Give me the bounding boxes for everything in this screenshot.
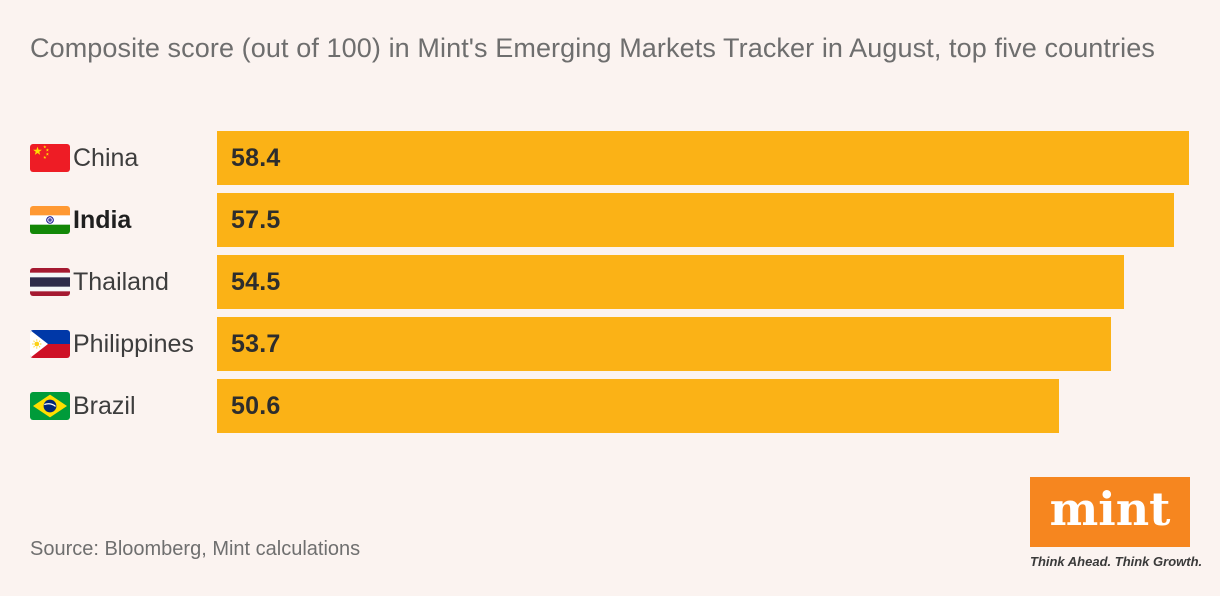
country-name: India: [73, 205, 132, 234]
score-bar-thailand: 54.5: [217, 255, 1125, 309]
row-label-brazil: Brazil: [30, 379, 217, 433]
bar-track-thailand: 54.5: [217, 255, 1189, 309]
bar-chart: China 58.4 India 57.5 Thailand 54.5 Philippine…: [30, 131, 1189, 441]
row-label-philippines: Philippines: [30, 317, 217, 371]
chart-row-brazil: Brazil 50.6: [30, 379, 1189, 433]
chart-row-thailand: Thailand 54.5: [30, 255, 1189, 309]
chart-title: Composite score (out of 100) in Mint's E…: [30, 33, 1155, 63]
bar-track-india: 57.5: [217, 193, 1189, 247]
china-flag-icon: [30, 144, 70, 172]
mint-logo-text: mint: [1049, 482, 1171, 536]
score-bar-brazil: 50.6: [217, 379, 1060, 433]
chart-row-china: China 58.4: [30, 131, 1189, 185]
bar-track-philippines: 53.7: [217, 317, 1189, 371]
score-bar-philippines: 53.7: [217, 317, 1111, 371]
mint-logo: mint Think Ahead. Think Growth.: [1030, 477, 1203, 569]
country-name: Thailand: [73, 267, 169, 296]
bar-track-brazil: 50.6: [217, 379, 1189, 433]
thailand-flag-icon: [30, 268, 70, 296]
philippines-flag-icon: [30, 330, 70, 358]
india-flag-icon: [30, 206, 70, 234]
mint-logo-box: mint: [1030, 477, 1190, 547]
score-bar-china: 58.4: [217, 131, 1189, 185]
score-bar-india: 57.5: [217, 193, 1175, 247]
mint-logo-tagline: Think Ahead. Think Growth.: [1030, 554, 1203, 569]
chart-row-philippines: Philippines 53.7: [30, 317, 1189, 371]
brazil-flag-icon: [30, 392, 70, 420]
row-label-india: India: [30, 193, 217, 247]
bar-track-china: 58.4: [217, 131, 1189, 185]
country-name: Brazil: [73, 391, 136, 420]
bar-value-label: 58.4: [231, 143, 281, 172]
row-label-china: China: [30, 131, 217, 185]
country-name: Philippines: [73, 329, 194, 358]
country-name: China: [73, 143, 139, 172]
bar-value-label: 57.5: [231, 205, 281, 234]
row-label-thailand: Thailand: [30, 255, 217, 309]
chart-row-india: India 57.5: [30, 193, 1189, 247]
bar-value-label: 54.5: [231, 267, 281, 296]
bar-value-label: 53.7: [231, 329, 281, 358]
bar-value-label: 50.6: [231, 391, 281, 420]
source-note: Source: Bloomberg, Mint calculations: [30, 538, 361, 560]
